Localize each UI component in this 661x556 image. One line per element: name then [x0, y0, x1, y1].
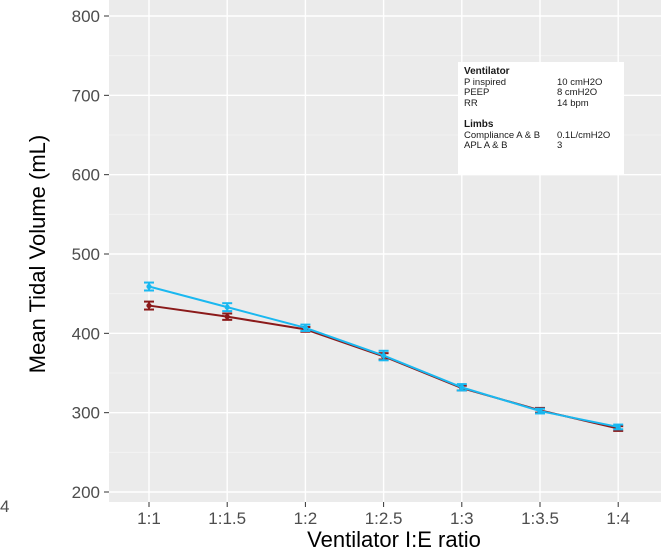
x-tick-label: 1:1.5 — [208, 509, 246, 528]
annotation-row: APL A & B 3 — [464, 140, 618, 152]
data-point — [146, 302, 152, 309]
annotation-value: 3 — [557, 140, 563, 151]
annotation-value: 14 bpm — [557, 97, 589, 109]
annotation-row: P inspired 10 cmH2O — [464, 76, 618, 89]
data-point — [146, 283, 152, 290]
y-tick-label: 200 — [72, 483, 100, 502]
y-tick-label: 800 — [72, 7, 100, 26]
x-tick-label: 1:1 — [137, 509, 161, 528]
annotation-title-limbs: Limbs — [464, 119, 494, 130]
data-point — [224, 304, 230, 310]
annotation-title-ventilator: Ventilator — [464, 66, 510, 77]
x-tick-label: 1:3.5 — [521, 509, 559, 528]
x-tick-label: 1:2.5 — [365, 509, 403, 528]
cropped-tick-label: 4 — [0, 497, 10, 516]
x-tick-label: 1:3 — [450, 509, 474, 528]
series-1 — [144, 281, 624, 431]
data-point — [302, 325, 308, 331]
annotation-value: 0.1L/cmH2O — [557, 129, 611, 141]
y-tick-label: 700 — [72, 86, 100, 105]
annotation-key: APL A & B — [464, 140, 508, 151]
annotation-key: PEEP — [464, 87, 490, 98]
annotation-row: Compliance A & B 0.1L/cmH2O — [464, 129, 618, 142]
y-axis-ticks: 200 300 400 500 600 700 800 — [72, 7, 109, 502]
y-tick-label: 300 — [72, 404, 100, 423]
settings-annotation: Ventilator P inspired 10 cmH2O PEEP 8 cmH2… — [458, 62, 624, 174]
data-point — [224, 314, 230, 320]
annotation-row: PEEP 8 cmH2O — [464, 87, 618, 99]
annotation-value: 10 cmH2O — [557, 76, 603, 88]
gridlines — [109, 0, 661, 502]
annotation-key: Compliance A & B — [464, 129, 541, 141]
x-axis-title: Ventilator I:E ratio — [307, 527, 481, 552]
series-layer — [144, 281, 624, 432]
y-axis-title: Mean Tidal Volume (mL) — [25, 135, 50, 373]
y-tick-label: 400 — [72, 324, 100, 343]
x-axis-ticks: 1:1 1:1.5 1:2 1:2.5 1:3 1:3.5 1:4 — [137, 502, 630, 528]
data-point — [615, 424, 621, 430]
data-point — [537, 408, 543, 414]
data-point — [381, 352, 387, 359]
y-tick-label: 600 — [72, 166, 100, 185]
annotation-value: 8 cmH2O — [557, 87, 598, 98]
annotation-key: P inspired — [464, 76, 507, 88]
y-tick-label: 500 — [72, 245, 100, 264]
data-point — [459, 384, 465, 390]
x-tick-label: 1:2 — [294, 509, 318, 528]
annotation-key: RR — [464, 97, 478, 109]
x-tick-label: 1:4 — [606, 509, 630, 528]
annotation-row: RR 14 bpm — [464, 97, 618, 110]
